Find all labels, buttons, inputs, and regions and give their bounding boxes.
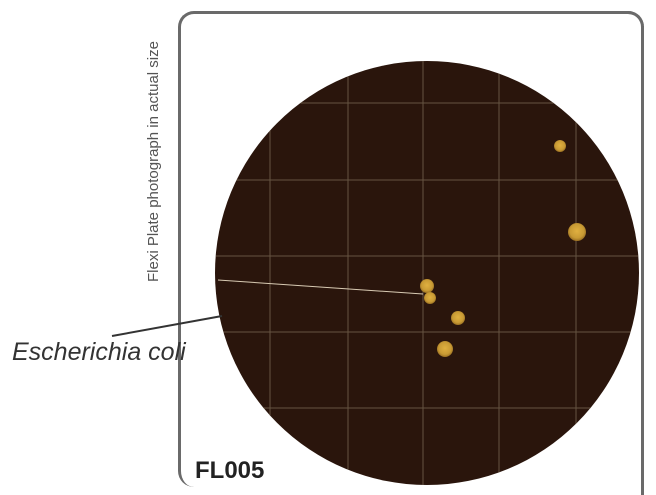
colony [420,279,434,293]
colonies [420,140,586,357]
plate-disc [215,61,639,485]
colony [554,140,566,152]
plate-grid [215,61,639,485]
callout-pointer [217,279,424,295]
colony [451,311,465,325]
colony [568,223,586,241]
frame-border [178,11,644,487]
species-label: Escherichia coli [12,338,186,366]
vertical-caption: Flexi Plate photograph in actual size [145,41,162,282]
callout-lines [111,279,424,337]
colony [424,292,436,304]
colony [437,341,453,357]
plate-code: FL005 [195,457,265,484]
frame-right-edge [641,26,644,495]
callout-leader [111,315,223,337]
